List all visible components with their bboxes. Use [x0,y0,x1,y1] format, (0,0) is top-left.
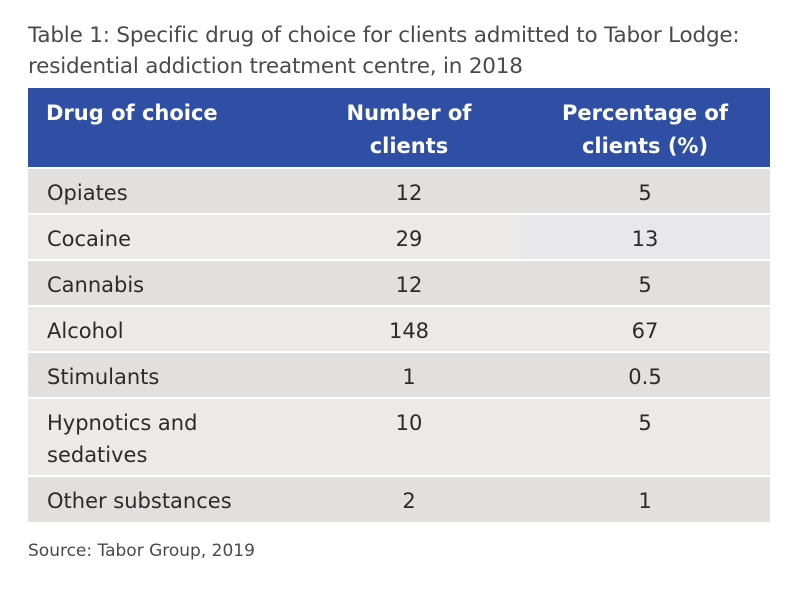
cell-number: 10 [395,411,423,435]
cell-drug-line-1: Hypnotics and [47,411,198,435]
header-percent-line-1: Percentage of [562,101,728,125]
cell-drug: Opiates [47,181,128,205]
header-drug-of-choice: Drug of choice [46,101,218,125]
table-row: Cocaine 29 13 [28,214,770,260]
table-row: Other substances 2 1 [28,476,770,522]
table-title-line-1: Table 1: Specific drug of choice for cli… [28,23,740,48]
table-title: Table 1: Specific drug of choice for cli… [28,20,788,82]
header-number-of-clients: Number of clients [298,88,520,168]
cell-number: 12 [395,273,423,297]
table-header: Drug of choice Number of clients Percent… [28,88,770,168]
cell-number: 1 [402,365,416,389]
cell-percent: 5 [638,181,652,205]
cell-percent: 5 [638,273,652,297]
header-row: Drug of choice Number of clients Percent… [28,88,770,168]
cell-drug: Cannabis [47,273,145,297]
drug-of-choice-table: Drug of choice Number of clients Percent… [28,88,770,522]
table-row: Alcohol 148 67 [28,306,770,352]
cell-percent: 5 [638,411,652,435]
cell-percent: 1 [638,489,652,513]
table-row: Stimulants 1 0.5 [28,352,770,398]
cell-percent: 0.5 [628,365,662,389]
cell-drug-line-2: sedatives [47,443,148,467]
cell-number: 148 [388,319,430,343]
cell-drug: Stimulants [47,365,160,389]
header-number-line-2: clients [369,134,449,158]
cell-number: 12 [395,181,423,205]
table-row: Opiates 12 5 [28,168,770,214]
header-percentage-of-clients: Percentage of clients (%) [520,88,770,168]
cell-drug: Alcohol [47,319,124,343]
header-percent-line-2: clients (%) [581,134,709,158]
table-body: Opiates 12 5 Cocaine 29 13 Cannabis 12 5… [28,168,770,522]
table-title-line-2: residential addiction treatment centre, … [28,54,523,79]
cell-drug: Hypnotics and sedatives [28,398,298,476]
cell-percent: 67 [631,319,659,343]
cell-drug: Other substances [47,489,232,513]
table-row: Hypnotics and sedatives 10 5 [28,398,770,476]
cell-percent: 13 [520,214,770,260]
cell-number: 29 [395,227,423,251]
table-row: Cannabis 12 5 [28,260,770,306]
header-number-line-1: Number of [346,101,472,125]
source-note: Source: Tabor Group, 2019 [28,541,255,561]
cell-drug: Cocaine [47,227,131,251]
cell-number: 2 [402,489,416,513]
